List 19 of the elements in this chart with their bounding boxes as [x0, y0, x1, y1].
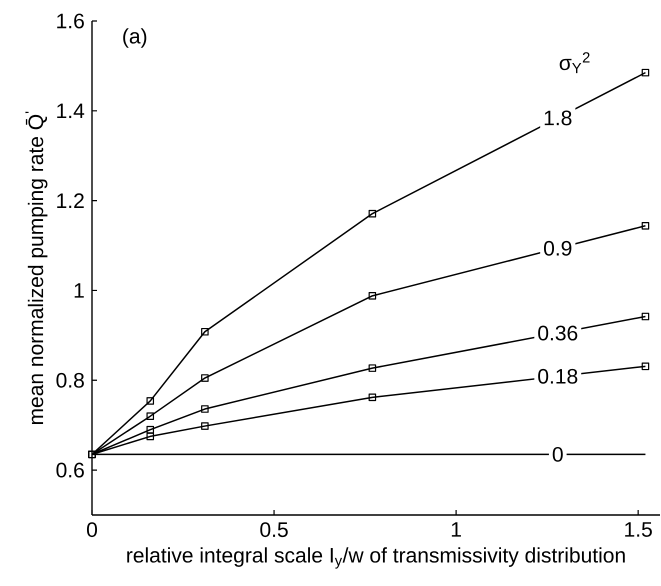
- x-tick-label: 1.5: [625, 522, 652, 537]
- annotation: (a): [123, 28, 146, 48]
- series-label: 1.8: [544, 110, 572, 126]
- x-tick-label: 1: [452, 522, 461, 537]
- y-tick-label: 1.4: [57, 104, 84, 118]
- y-tick-label: 0.6: [56, 462, 84, 478]
- series-label: 0: [552, 446, 563, 462]
- x-tick-label: 0.5: [260, 522, 288, 538]
- series-label: 0.9: [544, 240, 572, 256]
- y-tick-label: 1.2: [57, 193, 84, 208]
- x-tick-label: 0: [86, 522, 98, 538]
- y-axis-title: mean normalized pumping rate Q̄$^{'}$: [25, 112, 48, 424]
- legend-title: σ$_{Y}$2: [560, 52, 590, 74]
- series-label: 0.36: [538, 326, 578, 341]
- y-tick-label: 1: [74, 283, 84, 298]
- series-label: 0.18: [538, 368, 578, 384]
- y-tick-label: 1.6: [57, 14, 84, 28]
- y-tick-label: 0.8: [56, 372, 84, 388]
- x-axis-title: relative integral scale I$_{y}$/w of transmissivity distribution: [127, 547, 625, 569]
